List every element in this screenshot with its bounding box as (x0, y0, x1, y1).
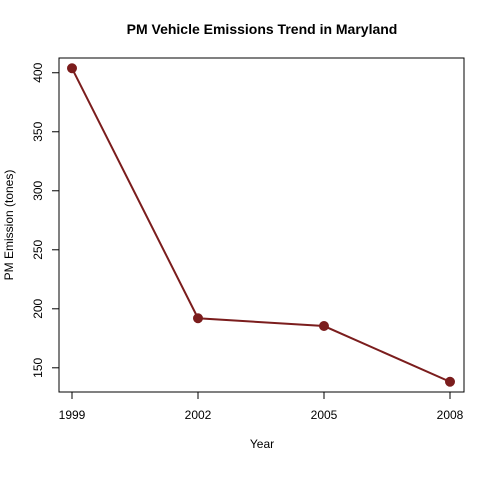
y-tick-label: 150 (31, 357, 45, 377)
series-layer (67, 63, 455, 387)
y-tick-label: 300 (31, 180, 45, 200)
x-axis-label: Year (250, 437, 274, 451)
y-axis: 150 200 250 300 350 400 (31, 62, 60, 378)
x-tick-label: 2005 (311, 408, 338, 422)
x-tick-label: 1999 (59, 408, 86, 422)
data-point (445, 376, 455, 387)
data-point (67, 63, 77, 74)
series-line (71, 67, 451, 383)
y-tick-label: 350 (31, 121, 45, 141)
x-tick-label: 2008 (437, 408, 464, 422)
y-axis-label: PM Emission (tones) (2, 170, 16, 281)
y-tick-label: 250 (31, 239, 45, 259)
data-point (193, 313, 203, 324)
data-point (319, 321, 329, 332)
chart-title: PM Vehicle Emissions Trend in Maryland (127, 21, 398, 37)
plot-frame (58, 57, 465, 393)
y-tick-label: 400 (31, 62, 45, 82)
y-tick-label: 200 (31, 298, 45, 318)
x-tick-label: 2002 (185, 408, 212, 422)
x-axis: 1999 2002 2005 2008 (59, 391, 464, 422)
